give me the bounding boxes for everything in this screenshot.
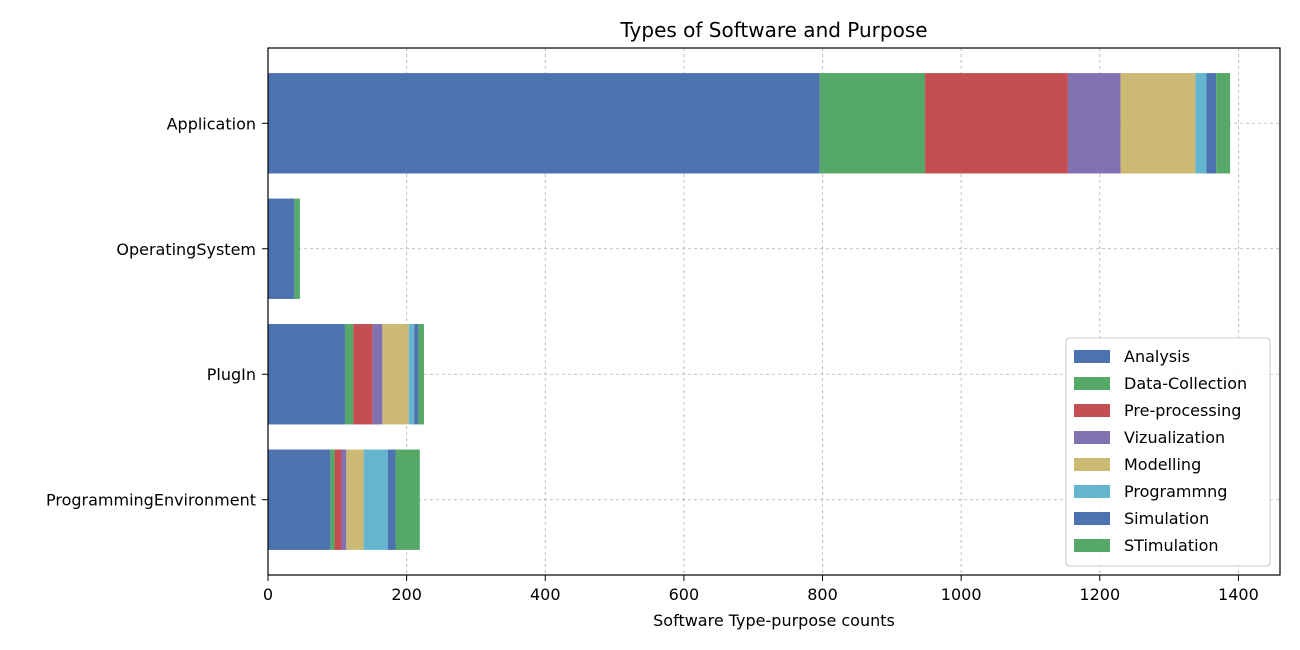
legend-label: Programmng [1124, 482, 1227, 501]
bar-segment [382, 324, 409, 425]
y-ticks: Application OperatingSystem PlugIn Programm… [46, 114, 268, 510]
legend-label: Analysis [1124, 347, 1190, 366]
bar-segment [418, 324, 424, 425]
legend-swatch [1074, 485, 1110, 498]
legend-swatch [1074, 512, 1110, 525]
bar-segment [344, 324, 354, 425]
bar-segment [334, 449, 342, 550]
bar-segment [353, 324, 373, 425]
bar-segment [1216, 73, 1231, 174]
y-tick-label: PlugIn [207, 365, 256, 384]
bars [268, 73, 1231, 550]
bar-segment [414, 324, 419, 425]
legend-swatch [1074, 539, 1110, 552]
bar-segment [372, 324, 383, 425]
x-tick-label: 1200 [1079, 585, 1120, 604]
x-tick-label: 1400 [1218, 585, 1259, 604]
x-tick-label: 0 [263, 585, 273, 604]
bar-segment [268, 198, 295, 299]
legend-label: Vizualization [1124, 428, 1225, 447]
legend-swatch [1074, 431, 1110, 444]
bar-segment [1067, 73, 1121, 174]
legend-swatch [1074, 350, 1110, 363]
legend-swatch [1074, 377, 1110, 390]
x-ticks: 0 200 400 600 800 1000 1200 1400 [263, 575, 1259, 604]
bar-segment [395, 449, 420, 550]
legend-box [1065, 337, 1271, 567]
bar-segment [387, 449, 396, 550]
x-tick-label: 1000 [941, 585, 982, 604]
bar-segment [363, 449, 388, 550]
legend-swatch [1074, 404, 1110, 417]
legend: Analysis Data-Collection Pre-processing Viz… [1065, 337, 1271, 567]
x-axis-label: Software Type-purpose counts [653, 611, 895, 630]
bar-segment [925, 73, 1068, 174]
legend-label: Pre-processing [1124, 401, 1241, 420]
x-tick-label: 600 [669, 585, 700, 604]
bar-segment [1195, 73, 1207, 174]
bar-segment [346, 449, 364, 550]
legend-label: Modelling [1124, 455, 1201, 474]
y-tick-label: Application [167, 114, 256, 133]
plot-frame [267, 47, 1281, 576]
bar-segment [268, 324, 345, 425]
bar-segment [1120, 73, 1196, 174]
bar-segment [268, 73, 820, 174]
y-tick-label: ProgrammingEnvironment [46, 491, 256, 510]
bar-segment [330, 449, 335, 550]
bar-segment [819, 73, 926, 174]
bar-segment [341, 449, 347, 550]
x-tick-label: 200 [391, 585, 422, 604]
x-tick-label: 400 [530, 585, 561, 604]
bar-segment [1206, 73, 1217, 174]
x-tick-label: 800 [807, 585, 838, 604]
chart-title: Types of Software and Purpose [619, 18, 927, 42]
legend-swatch [1074, 458, 1110, 471]
bar-segment [408, 324, 415, 425]
y-tick-label: OperatingSystem [116, 240, 256, 259]
bar-segment [294, 198, 300, 299]
bar-segment [268, 449, 331, 550]
legend-label: Data-Collection [1124, 374, 1247, 393]
legend-label: STimulation [1124, 536, 1219, 555]
legend-label: Simulation [1124, 509, 1209, 528]
